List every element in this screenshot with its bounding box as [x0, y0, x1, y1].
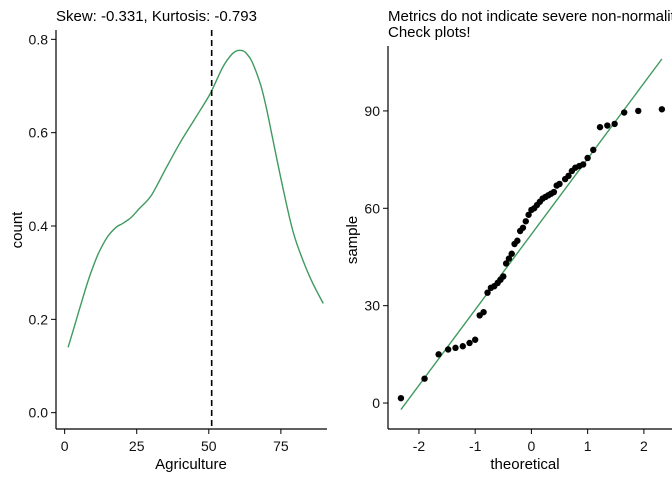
qq-y-tick-label: 60	[364, 200, 380, 216]
qq-point	[435, 351, 442, 358]
qq-y-ticks: 0 30 60 90	[364, 103, 388, 411]
qq-point	[421, 375, 428, 382]
qq-point	[397, 394, 405, 402]
qq-point	[658, 106, 666, 113]
qq-x-tick-label: 1	[584, 438, 592, 454]
density-x-tick-label: 25	[129, 438, 145, 454]
qq-y-label: sample	[344, 216, 361, 264]
density-x-tick-label: 50	[201, 438, 217, 454]
qq-point	[500, 273, 507, 280]
density-x-label: Agriculture	[155, 456, 227, 473]
density-plot-area	[67, 30, 324, 429]
density-x-tick-label: 0	[61, 438, 69, 454]
qq-y-tick-label: 90	[364, 103, 380, 119]
qq-x-tick-label: -2	[413, 438, 426, 454]
qq-y-tick-label: 0	[372, 395, 380, 411]
density-curve	[67, 49, 324, 348]
qq-point	[579, 161, 587, 168]
density-y-tick-label: 0.6	[29, 125, 49, 141]
qq-point	[556, 180, 563, 188]
qq-x-ticks: -2 -1 0 1 2	[413, 429, 648, 454]
qq-title: Metrics do not indicate severe non-norma…	[388, 8, 672, 25]
qq-point	[620, 109, 628, 116]
qq-point	[519, 224, 527, 231]
qq-points	[397, 106, 666, 402]
qq-point	[484, 289, 491, 296]
qq-point	[522, 218, 529, 225]
density-y-tick-label: 0.8	[29, 31, 49, 47]
qq-point	[502, 260, 510, 267]
qq-x-tick-label: 0	[528, 438, 536, 454]
qq-point	[466, 339, 473, 347]
qq-point	[508, 250, 515, 257]
qq-point	[452, 344, 459, 352]
qq-x-tick-label: 2	[640, 438, 648, 454]
density-y-tick-label: 0.0	[29, 405, 49, 421]
qq-point	[480, 308, 487, 316]
qq-point	[611, 120, 618, 128]
qq-point	[550, 188, 558, 196]
qq-point	[505, 255, 513, 262]
qq-y-tick-label: 30	[364, 298, 380, 314]
qq-point	[471, 336, 479, 343]
qq-point	[565, 172, 572, 180]
qq-point	[590, 146, 597, 154]
density-panel: Skew: -0.331, Kurtosis: -0.793 0 25 50 75 0…	[9, 8, 327, 473]
qq-point	[596, 123, 604, 131]
density-y-tick-label: 0.4	[29, 218, 49, 234]
qq-point	[584, 154, 591, 162]
density-y-ticks: 0.0 0.2 0.4 0.6 0.8	[29, 31, 56, 421]
qq-subtitle: Check plots!	[388, 24, 471, 41]
density-title: Skew: -0.331, Kurtosis: -0.793	[56, 8, 257, 25]
qq-reference-line	[400, 58, 663, 410]
density-y-tick-label: 0.2	[29, 311, 49, 327]
qq-point	[444, 346, 452, 353]
density-x-tick-label: 75	[273, 438, 289, 454]
density-x-ticks: 0 25 50 75	[61, 429, 289, 454]
qq-x-label: theoretical	[490, 456, 559, 473]
qq-panel: Metrics do not indicate severe non-norma…	[344, 8, 672, 473]
qq-point	[525, 211, 532, 218]
qq-point	[514, 237, 521, 244]
qq-point	[635, 107, 642, 115]
density-y-label: count	[9, 211, 26, 249]
qq-x-tick-label: -1	[469, 438, 482, 454]
qq-plot-area	[397, 58, 666, 410]
qq-point	[604, 122, 611, 129]
qq-point	[459, 343, 466, 350]
